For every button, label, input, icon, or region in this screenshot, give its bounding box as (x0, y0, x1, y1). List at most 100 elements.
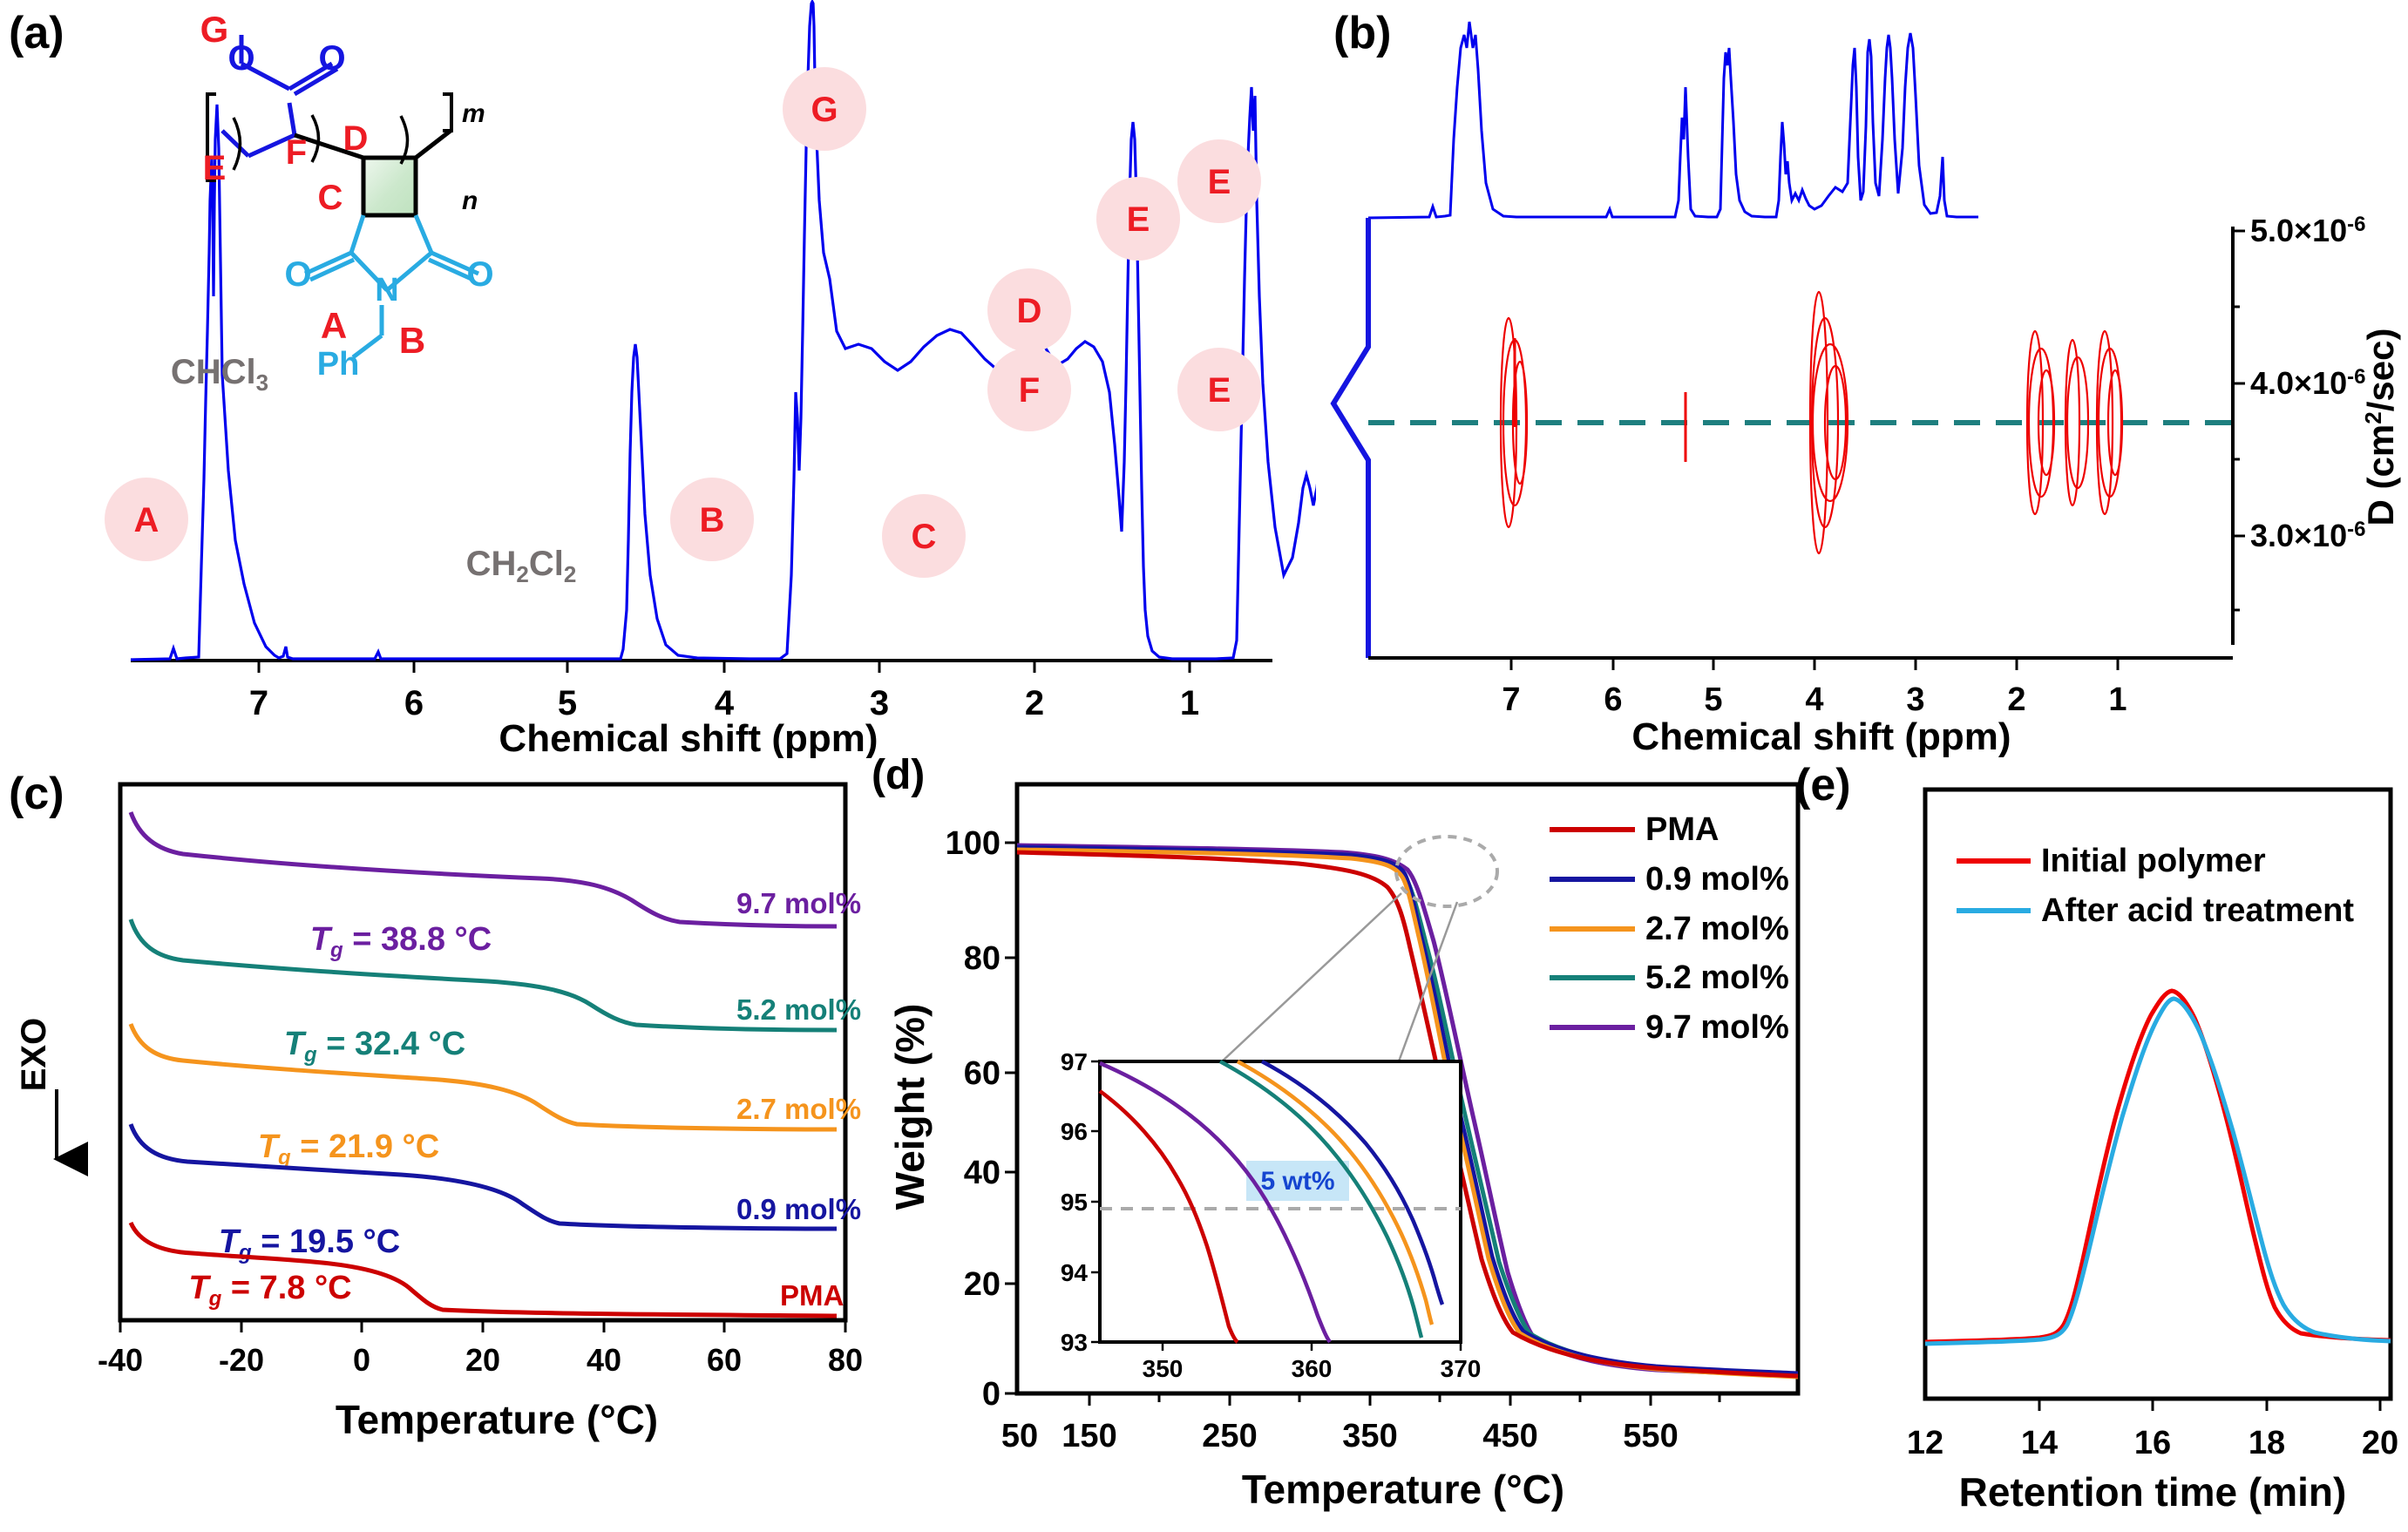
svg-text:Initial polymer: Initial polymer (2041, 843, 2266, 879)
svg-text:Retention time (min): Retention time (min) (1959, 1469, 2347, 1515)
svg-text:CH2Cl2: CH2Cl2 (466, 545, 577, 587)
svg-text:450: 450 (1482, 1418, 1537, 1454)
svg-text:80: 80 (964, 940, 1001, 977)
svg-text:1: 1 (1180, 684, 1199, 722)
svg-text:Chemical shift (ppm): Chemical shift (ppm) (499, 717, 878, 758)
svg-text:60: 60 (707, 1342, 742, 1378)
svg-text:(e): (e) (1795, 760, 1851, 810)
svg-text:14: 14 (2021, 1425, 2058, 1461)
svg-text:2.7 mol%: 2.7 mol% (1645, 911, 1789, 947)
svg-text:40: 40 (964, 1155, 1001, 1191)
svg-text:O: O (284, 255, 311, 294)
svg-text:80: 80 (828, 1342, 863, 1378)
svg-text:(b): (b) (1333, 8, 1391, 58)
svg-text:5.2 mol%: 5.2 mol% (736, 993, 861, 1026)
svg-text:O: O (318, 39, 345, 78)
svg-text:18: 18 (2249, 1425, 2285, 1461)
svg-text:4.0×10-6: 4.0×10-6 (2250, 365, 2365, 401)
svg-text:150: 150 (1062, 1418, 1116, 1454)
svg-text:N: N (375, 272, 398, 308)
svg-text:Tg = 38.8 °C: Tg = 38.8 °C (310, 921, 492, 962)
svg-text:0.9 mol%: 0.9 mol% (736, 1193, 861, 1225)
svg-text:5 wt%: 5 wt% (1260, 1167, 1334, 1196)
svg-text:50: 50 (1001, 1418, 1038, 1454)
svg-text:95: 95 (1061, 1189, 1088, 1216)
svg-text:0: 0 (982, 1376, 1001, 1413)
svg-text:E: E (1127, 200, 1150, 239)
svg-text:4: 4 (1805, 681, 1823, 718)
svg-text:7: 7 (249, 684, 268, 722)
svg-text:6: 6 (1604, 681, 1622, 718)
svg-text:370: 370 (1441, 1355, 1482, 1382)
svg-text:7: 7 (1502, 681, 1520, 718)
svg-text:360: 360 (1292, 1355, 1333, 1382)
svg-text:2: 2 (2007, 681, 2025, 718)
svg-text:9.7 mol%: 9.7 mol% (736, 887, 861, 919)
svg-text:3: 3 (1906, 681, 1924, 718)
svg-text:350: 350 (1143, 1355, 1184, 1382)
svg-text:94: 94 (1061, 1259, 1089, 1286)
svg-text:5.0×10-6: 5.0×10-6 (2250, 213, 2365, 248)
svg-text:F: F (286, 133, 307, 172)
svg-text:20: 20 (465, 1342, 500, 1378)
svg-text:Ph: Ph (317, 346, 360, 383)
svg-text:93: 93 (1061, 1329, 1088, 1356)
svg-text:16: 16 (2134, 1425, 2171, 1461)
svg-text:20: 20 (964, 1266, 1001, 1303)
svg-text:F: F (1019, 371, 1040, 410)
svg-text:9.7 mol%: 9.7 mol% (1645, 1009, 1789, 1046)
svg-text:3.0×10-6: 3.0×10-6 (2250, 518, 2365, 553)
svg-text:6: 6 (404, 684, 424, 722)
svg-text:D (cm2/sec): D (cm2/sec) (2360, 329, 2401, 526)
svg-text:550: 550 (1623, 1418, 1678, 1454)
svg-text:100: 100 (946, 825, 1001, 862)
svg-text:40: 40 (587, 1342, 621, 1378)
svg-text:Weight (%): Weight (%) (887, 1004, 933, 1210)
svg-text:D: D (343, 119, 369, 158)
svg-text:E: E (203, 149, 227, 187)
svg-text:PMA: PMA (1645, 811, 1719, 848)
svg-text:E: E (1208, 371, 1231, 410)
svg-text:C: C (912, 518, 937, 556)
svg-text:EXO: EXO (15, 1018, 53, 1091)
svg-text:12: 12 (1907, 1425, 1943, 1461)
svg-text:Tg = 21.9 °C: Tg = 21.9 °C (258, 1129, 439, 1169)
svg-text:O: O (466, 255, 493, 294)
svg-text:B: B (399, 320, 425, 361)
svg-text:-20: -20 (219, 1342, 264, 1378)
svg-text:(c): (c) (9, 769, 64, 819)
svg-text:5.2 mol%: 5.2 mol% (1645, 959, 1789, 996)
svg-text:m: m (462, 99, 485, 128)
svg-text:CHCl3: CHCl3 (171, 353, 268, 396)
svg-text:Tg = 7.8 °C: Tg = 7.8 °C (188, 1270, 351, 1311)
svg-text:0.9 mol%: 0.9 mol% (1645, 861, 1789, 898)
svg-text:96: 96 (1061, 1118, 1088, 1145)
svg-text:G: G (200, 9, 229, 50)
svg-text:PMA: PMA (780, 1279, 844, 1312)
svg-text:G: G (811, 91, 838, 129)
svg-text:20: 20 (2362, 1425, 2398, 1461)
svg-text:C: C (318, 179, 343, 217)
svg-text:Tg = 32.4 °C: Tg = 32.4 °C (284, 1026, 465, 1067)
svg-text:1: 1 (2108, 681, 2127, 718)
svg-text:(d): (d) (872, 752, 925, 798)
svg-text:A: A (134, 501, 159, 539)
svg-text:250: 250 (1202, 1418, 1257, 1454)
svg-text:60: 60 (964, 1055, 1001, 1092)
svg-text:O: O (227, 39, 254, 78)
svg-text:(a): (a) (9, 8, 64, 58)
svg-text:Temperature (°C): Temperature (°C) (1242, 1467, 1564, 1512)
svg-text:2.7 mol%: 2.7 mol% (736, 1093, 861, 1125)
svg-text:97: 97 (1061, 1048, 1088, 1075)
svg-text:350: 350 (1342, 1418, 1397, 1454)
svg-text:D: D (1017, 292, 1042, 330)
svg-text:-40: -40 (98, 1342, 143, 1378)
svg-text:Temperature (°C): Temperature (°C) (336, 1397, 658, 1442)
svg-text:Chemical shift (ppm): Chemical shift (ppm) (1631, 715, 2011, 758)
svg-text:5: 5 (1704, 681, 1722, 718)
svg-text:0: 0 (353, 1342, 370, 1378)
svg-text:2: 2 (1025, 684, 1044, 722)
svg-text:B: B (700, 501, 725, 539)
svg-text:n: n (462, 186, 478, 215)
svg-text:After acid treatment: After acid treatment (2041, 892, 2354, 929)
